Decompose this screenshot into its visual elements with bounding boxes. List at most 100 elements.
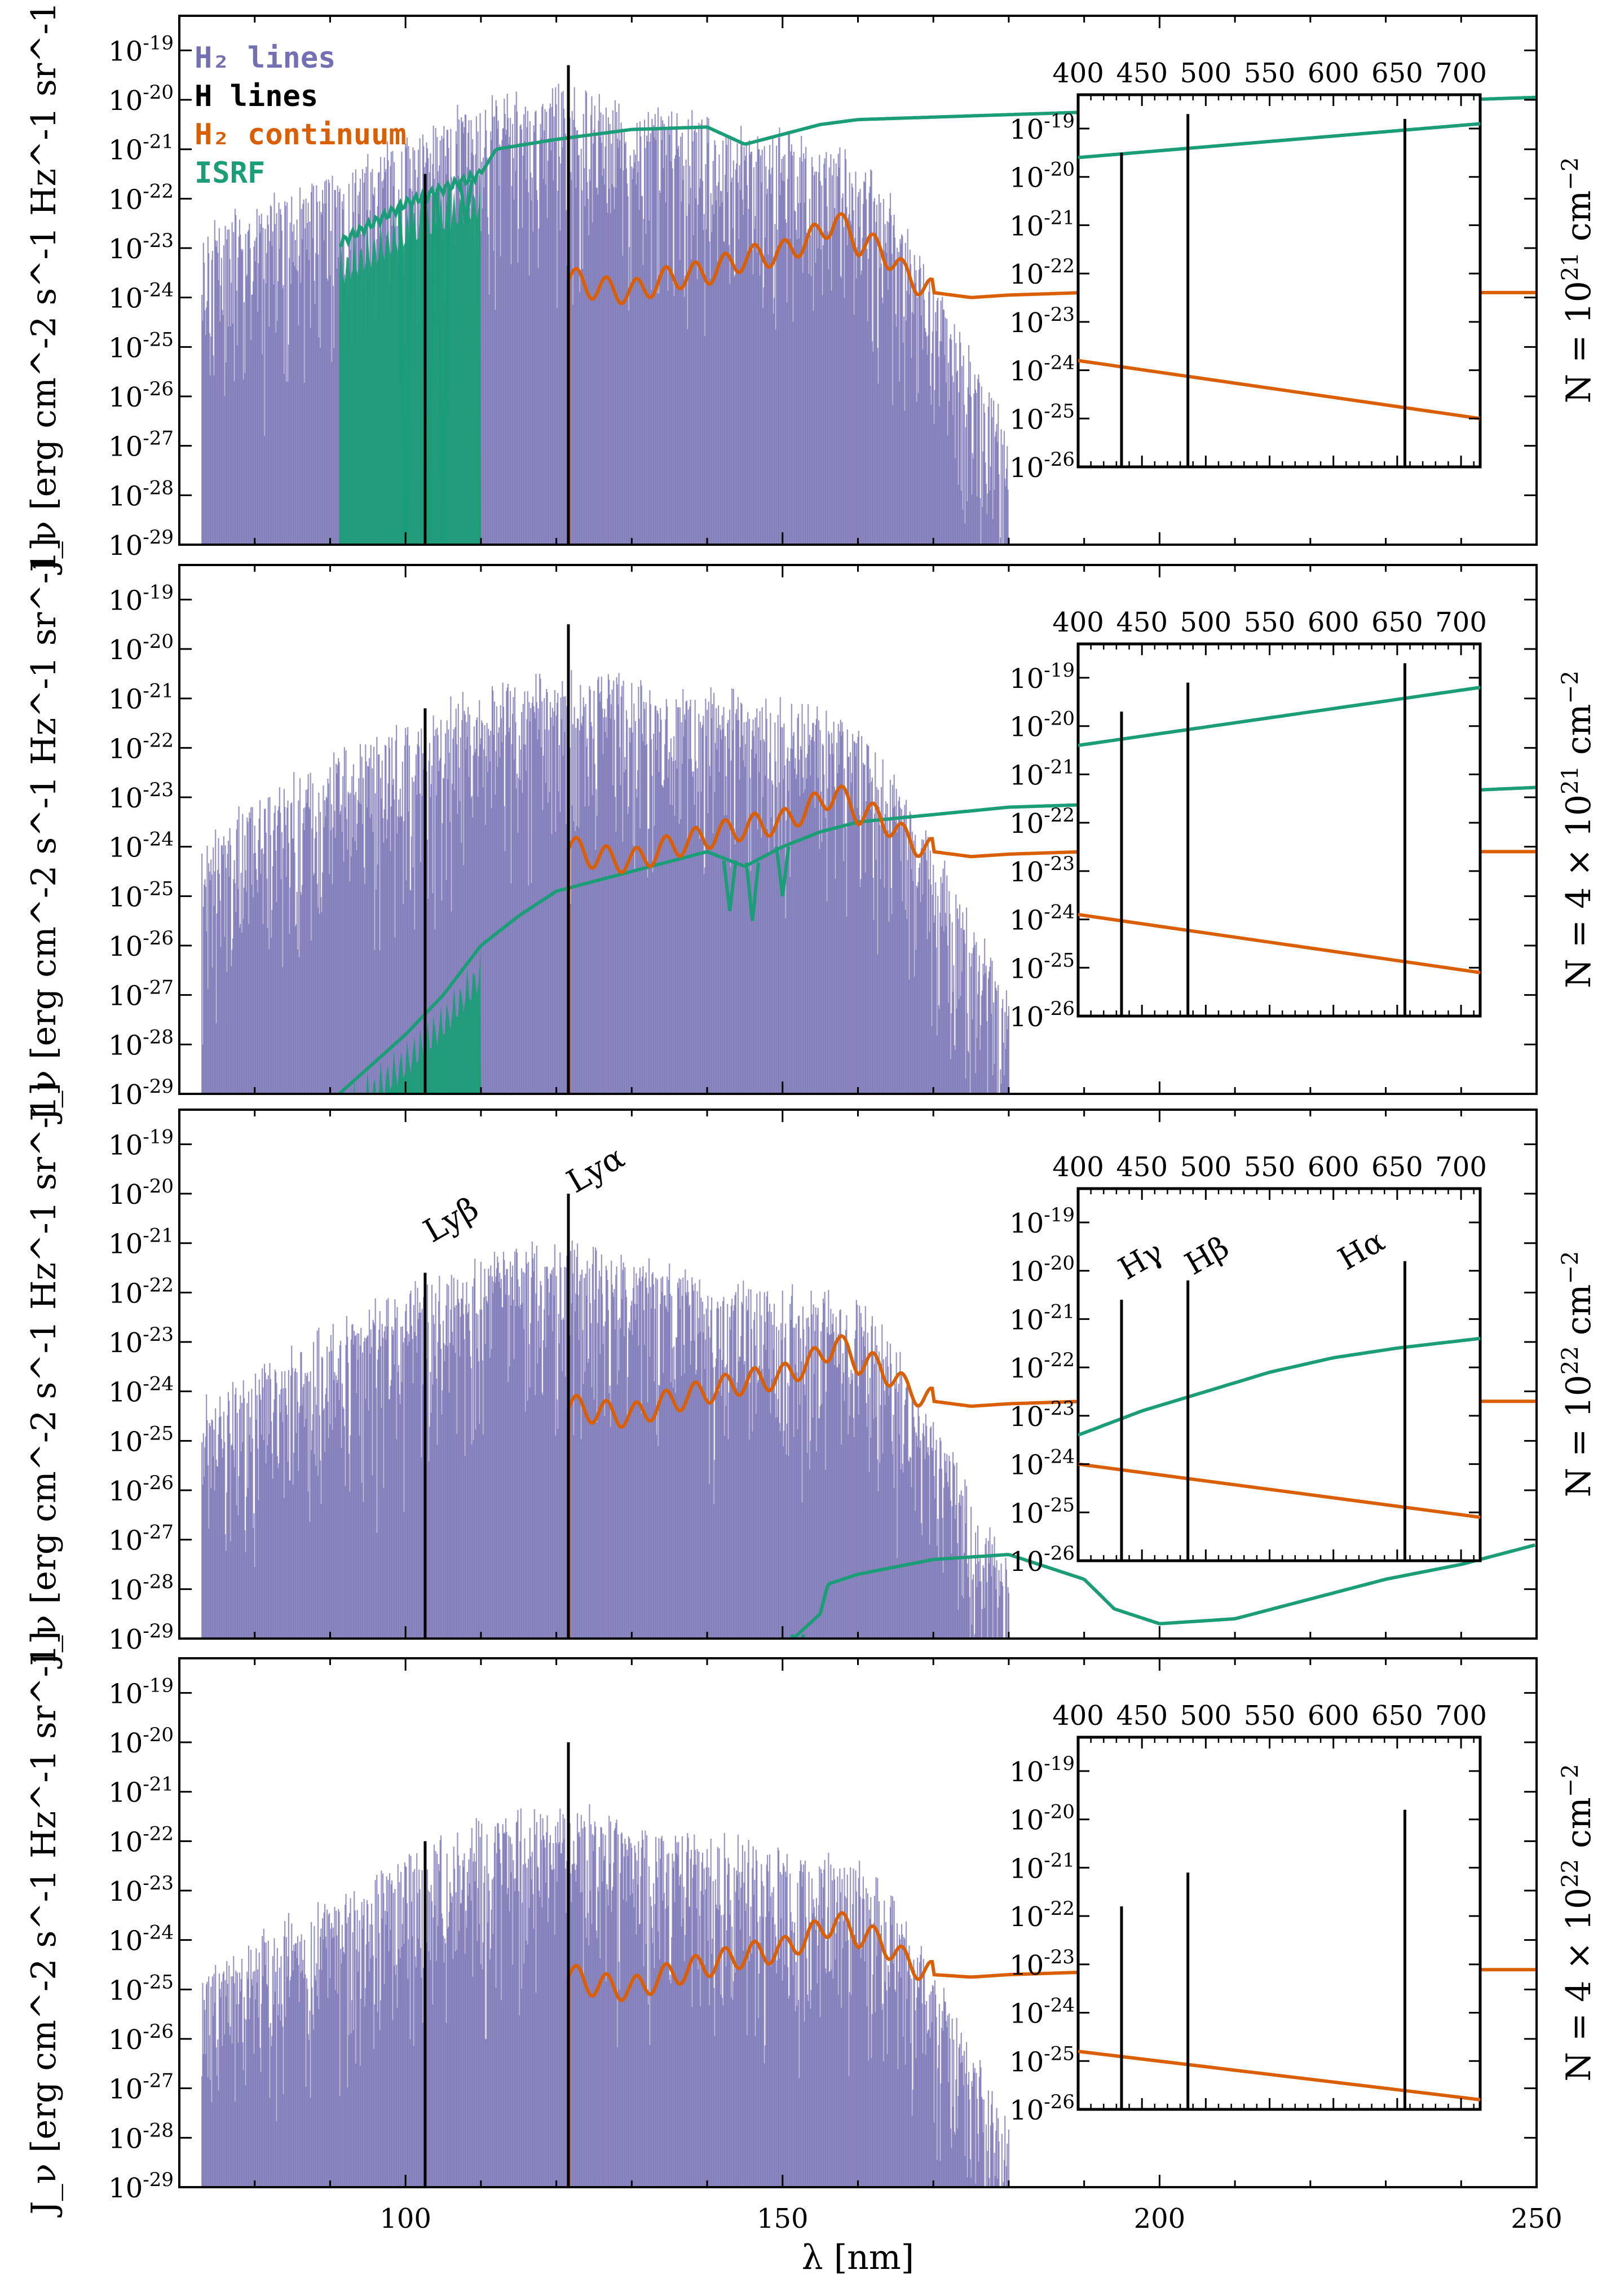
inset-y-tick-label: 10-20	[1009, 1252, 1075, 1288]
inset-y-tick-label: 10-21	[1009, 1849, 1075, 1884]
y-tick-label: 10-25	[108, 1971, 174, 2006]
y-tick-label: 10-28	[108, 1026, 174, 1061]
y-tick-label: 10-29	[108, 1620, 174, 1655]
annotation-1: Lyβ	[417, 1190, 484, 1249]
y-tick-label: 10-26	[108, 378, 174, 413]
inset-y-tick-label: 10-26	[1009, 448, 1075, 484]
y-tick-label: 10-21	[108, 131, 174, 166]
inset-x-tick-label: 500	[1180, 607, 1232, 638]
inset-y-tick-label: 10-25	[1009, 400, 1075, 435]
annotation-2: Lyα	[561, 1139, 631, 1200]
inset-x-tick-label: 450	[1116, 58, 1168, 89]
inset-isrf-curve	[1078, 686, 1480, 747]
h2-lines-series	[201, 1240, 1010, 1639]
y-tick-label: 10-29	[108, 2169, 174, 2204]
isrf-dip-2	[744, 862, 760, 921]
inset-x-tick-label: 550	[1244, 1151, 1296, 1183]
inset-x-tick-label: 700	[1435, 607, 1487, 638]
inset-plot	[1078, 1809, 1480, 2109]
inset-x-tick-label: 450	[1116, 1151, 1168, 1183]
y-tick-label: 10-27	[108, 427, 174, 463]
panel-4: 10-29 10-28 10-27 10-26 10-25 10-24 10-23 10-22…	[24, 1631, 1599, 2277]
y-tick-label: 10-28	[108, 2119, 174, 2154]
y-tick-label: 10-19	[108, 1674, 174, 1710]
inset-x-tick-label: 600	[1308, 1700, 1360, 1732]
inset-y-tick-label: 10-21	[1009, 206, 1075, 242]
inset-x-tick-label: 400	[1052, 58, 1104, 89]
y-axis-label: J_ν [erg cm^-2 s^-1 Hz^-1 sr^-1]	[24, 1631, 64, 2218]
inset-continuum-curve	[1078, 2050, 1480, 2101]
inset-y-tick-label: 10-19	[1009, 1204, 1075, 1239]
y-tick-label: 10-22	[108, 729, 174, 765]
y-tick-label: 10-26	[108, 1472, 174, 1507]
inset-y-tick-label: 10-26	[1009, 997, 1075, 1033]
y-tick-label: 10-22	[108, 180, 174, 215]
inset-y-tick-label: 10-24	[1009, 352, 1075, 387]
inset-frame	[1076, 1736, 1482, 2111]
y-tick-label: 10-28	[108, 476, 174, 512]
isrf-dip-1	[739, 1651, 751, 1653]
panel-1: 10-29 10-28 10-27 10-26 10-25 10-24 10-23 10-22…	[24, 0, 1599, 575]
isrf-dip-2	[761, 1649, 773, 1653]
y-axis-label: J_ν [erg cm^-2 s^-1 Hz^-1 sr^-1]	[24, 1083, 64, 1670]
y-tick-label: 10-19	[108, 32, 174, 67]
inset-y-tick-label: 10-26	[1009, 1542, 1075, 1578]
legend-entry: H₂ lines	[195, 41, 336, 75]
inset-y-tick-label: 10-22	[1009, 1897, 1075, 1933]
inset-plot	[1078, 1261, 1480, 1561]
inset-x-tick-label: 400	[1052, 1151, 1104, 1183]
y-tick-label: 10-24	[108, 279, 174, 315]
inset-x-tick-label: 400	[1052, 607, 1104, 638]
inset: 10-26 10-25 10-24 10-23 10-22 10-21 10-20 10-19…	[1009, 1700, 1487, 2126]
y-tick-label: 10-27	[108, 1521, 174, 1557]
y-tick-label: 10-23	[108, 1323, 174, 1359]
panel-2: 10-29 10-28 10-27 10-26 10-25 10-24 10-23 10-22…	[24, 538, 1599, 1125]
inset-x-tick-label: 650	[1371, 607, 1423, 638]
y-tick-label: 10-24	[108, 1922, 174, 1957]
inset: 10-26 10-25 10-24 10-23 10-22 10-21 10-20 10-19…	[1009, 607, 1487, 1033]
isrf-curve	[791, 1543, 1536, 1639]
y-axis-label: J_ν [erg cm^-2 s^-1 Hz^-1 sr^-1]	[24, 0, 64, 575]
panel-label: N = 4 × 1022 cm−2	[1557, 1764, 1599, 2081]
inset-y-tick-label: 10-21	[1009, 756, 1075, 791]
y-tick-label: 10-26	[108, 2020, 174, 2056]
inset-continuum-curve	[1078, 359, 1480, 421]
panel-label: N = 1022 cm−2	[1557, 1251, 1599, 1498]
inset-x-tick-label: 500	[1180, 1700, 1232, 1732]
inset-y-tick-label: 10-25	[1009, 1494, 1075, 1529]
y-tick-label: 10-20	[108, 81, 174, 117]
inset-y-tick-label: 10-25	[1009, 949, 1075, 984]
plot-area	[201, 65, 1536, 545]
inset-continuum-curve	[1078, 913, 1480, 974]
inset-frame	[1076, 1187, 1482, 1562]
inset-isrf-curve	[1078, 1336, 1480, 1437]
y-tick-label: 10-21	[108, 680, 174, 716]
inset-y-tick-label: 10-20	[1009, 158, 1075, 194]
y-tick-label: 10-22	[108, 1274, 174, 1309]
y-tick-label: 10-20	[108, 630, 174, 666]
y-tick-label: 10-29	[108, 526, 174, 562]
plot-area	[201, 624, 1536, 1094]
y-tick-label: 10-21	[108, 1225, 174, 1260]
inset-x-tick-label: 600	[1308, 607, 1360, 638]
y-tick-label: 10-26	[108, 927, 174, 962]
y-tick-label: 10-20	[108, 1724, 174, 1759]
inset-y-tick-label: 10-22	[1009, 1349, 1075, 1384]
y-tick-label: 10-23	[108, 779, 174, 814]
y-tick-label: 10-20	[108, 1175, 174, 1211]
y-tick-label: 10-24	[108, 828, 174, 864]
inset-y-tick-label: 10-24	[1009, 1994, 1075, 2030]
y-tick-label: 10-23	[108, 1872, 174, 1908]
inset-x-tick-label: 550	[1244, 607, 1296, 638]
y-tick-label: 10-25	[108, 1422, 174, 1458]
inset-continuum-curve	[1078, 1462, 1480, 1519]
plot-area	[201, 1742, 1535, 2187]
plot-area	[201, 1194, 1536, 1653]
legend-entry: H lines	[195, 80, 318, 113]
inset-frame	[1076, 642, 1482, 1018]
inset-plot	[1078, 114, 1480, 467]
inset-x-tick-label: 450	[1116, 607, 1168, 638]
inset-x-tick-label: 650	[1371, 1151, 1423, 1183]
inset-y-tick-label: 10-22	[1009, 804, 1075, 840]
inset-y-tick-label: 10-20	[1009, 708, 1075, 743]
